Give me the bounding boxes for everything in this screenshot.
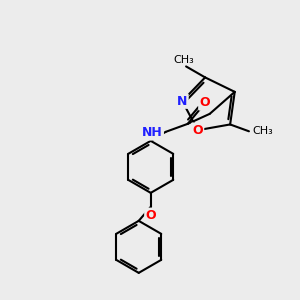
Text: O: O [192, 124, 203, 137]
Text: O: O [200, 96, 210, 110]
Text: O: O [146, 209, 156, 222]
Text: CH₃: CH₃ [174, 56, 194, 65]
Text: NH: NH [142, 126, 163, 140]
Text: N: N [177, 94, 188, 108]
Text: CH₃: CH₃ [252, 126, 273, 136]
